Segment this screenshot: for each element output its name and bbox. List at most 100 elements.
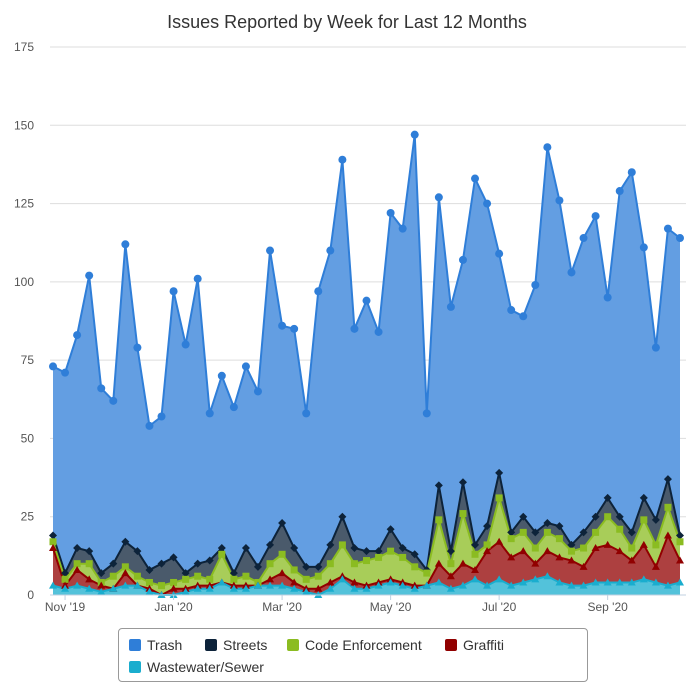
point-code_enforcement[interactable] [182, 575, 190, 583]
point-wastewater[interactable] [567, 581, 576, 589]
point-wastewater[interactable] [61, 584, 70, 592]
point-trash[interactable] [603, 293, 612, 302]
point-code_enforcement[interactable] [616, 525, 624, 533]
point-code_enforcement[interactable] [49, 538, 57, 546]
point-code_enforcement[interactable] [121, 563, 129, 571]
point-trash[interactable] [651, 343, 660, 352]
point-graffiti[interactable] [471, 565, 480, 573]
point-trash[interactable] [555, 196, 564, 205]
point-code_enforcement[interactable] [471, 550, 479, 558]
point-trash[interactable] [386, 208, 395, 217]
point-wastewater[interactable] [109, 584, 118, 592]
point-code_enforcement[interactable] [483, 541, 491, 549]
point-trash[interactable] [410, 130, 419, 139]
point-code_enforcement[interactable] [387, 547, 395, 555]
point-wastewater[interactable] [121, 581, 130, 589]
point-streets[interactable] [61, 569, 70, 578]
point-wastewater[interactable] [338, 575, 347, 583]
point-wastewater[interactable] [386, 578, 395, 586]
point-graffiti[interactable] [97, 581, 106, 589]
legend-item-streets[interactable]: Streets [205, 636, 267, 654]
point-code_enforcement[interactable] [326, 560, 334, 568]
point-trash[interactable] [326, 246, 335, 255]
point-wastewater[interactable] [229, 584, 238, 592]
point-streets[interactable] [555, 522, 564, 531]
point-streets[interactable] [145, 565, 154, 574]
point-trash[interactable] [374, 327, 383, 336]
point-graffiti[interactable] [591, 544, 600, 552]
point-wastewater[interactable] [639, 575, 648, 583]
point-trash[interactable] [627, 168, 636, 177]
point-code_enforcement[interactable] [290, 566, 298, 574]
point-trash[interactable] [85, 271, 94, 280]
point-trash[interactable] [205, 409, 214, 418]
point-code_enforcement[interactable] [628, 544, 636, 552]
point-graffiti[interactable] [49, 544, 57, 552]
point-streets[interactable] [663, 475, 672, 484]
point-streets[interactable] [567, 540, 576, 549]
point-streets[interactable] [241, 544, 250, 553]
point-streets[interactable] [253, 562, 262, 571]
point-wastewater[interactable] [145, 587, 154, 595]
point-wastewater[interactable] [97, 587, 106, 595]
point-streets[interactable] [579, 528, 588, 537]
point-graffiti[interactable] [434, 559, 443, 567]
point-trash[interactable] [290, 324, 299, 333]
point-code_enforcement[interactable] [61, 575, 69, 583]
point-streets[interactable] [639, 493, 648, 502]
point-graffiti[interactable] [531, 559, 540, 567]
point-wastewater[interactable] [663, 581, 672, 589]
point-trash[interactable] [133, 343, 142, 352]
point-streets[interactable] [49, 531, 57, 540]
point-wastewater[interactable] [651, 578, 660, 586]
point-graffiti[interactable] [663, 531, 672, 539]
point-wastewater[interactable] [133, 581, 142, 589]
point-graffiti[interactable] [350, 578, 359, 586]
point-code_enforcement[interactable] [302, 575, 310, 583]
point-graffiti[interactable] [615, 547, 624, 555]
point-graffiti[interactable] [290, 578, 299, 586]
point-streets[interactable] [495, 468, 504, 477]
point-streets[interactable] [217, 544, 226, 553]
point-code_enforcement[interactable] [543, 528, 551, 536]
point-streets[interactable] [290, 544, 299, 553]
point-wastewater[interactable] [85, 584, 94, 592]
point-trash[interactable] [229, 403, 238, 412]
point-trash[interactable] [350, 324, 359, 333]
point-trash[interactable] [543, 143, 552, 152]
point-code_enforcement[interactable] [85, 560, 93, 568]
legend-item-graffiti[interactable]: Graffiti [445, 636, 504, 654]
point-graffiti[interactable] [483, 547, 492, 555]
point-trash[interactable] [338, 155, 347, 164]
point-streets[interactable] [543, 518, 552, 527]
point-wastewater[interactable] [543, 572, 552, 580]
point-code_enforcement[interactable] [531, 544, 539, 552]
point-wastewater[interactable] [591, 578, 600, 586]
point-code_enforcement[interactable] [519, 528, 527, 536]
point-graffiti[interactable] [314, 584, 323, 592]
point-wastewater[interactable] [217, 578, 226, 586]
point-graffiti[interactable] [519, 547, 528, 555]
point-streets[interactable] [157, 559, 166, 568]
point-code_enforcement[interactable] [447, 560, 455, 568]
point-streets[interactable] [85, 547, 94, 556]
point-trash[interactable] [639, 243, 648, 252]
point-graffiti[interactable] [446, 572, 455, 580]
point-graffiti[interactable] [651, 562, 660, 570]
point-graffiti[interactable] [266, 575, 275, 583]
point-graffiti[interactable] [458, 559, 467, 567]
point-code_enforcement[interactable] [604, 513, 612, 521]
point-code_enforcement[interactable] [242, 572, 250, 580]
point-code_enforcement[interactable] [435, 516, 443, 524]
point-wastewater[interactable] [676, 578, 684, 586]
point-code_enforcement[interactable] [495, 494, 503, 502]
point-code_enforcement[interactable] [194, 572, 202, 580]
point-code_enforcement[interactable] [640, 516, 648, 524]
point-streets[interactable] [410, 550, 419, 559]
point-code_enforcement[interactable] [350, 560, 358, 568]
point-code_enforcement[interactable] [411, 563, 419, 571]
point-code_enforcement[interactable] [592, 528, 600, 536]
point-code_enforcement[interactable] [676, 538, 684, 546]
point-wastewater[interactable] [193, 584, 202, 592]
point-code_enforcement[interactable] [206, 575, 214, 583]
